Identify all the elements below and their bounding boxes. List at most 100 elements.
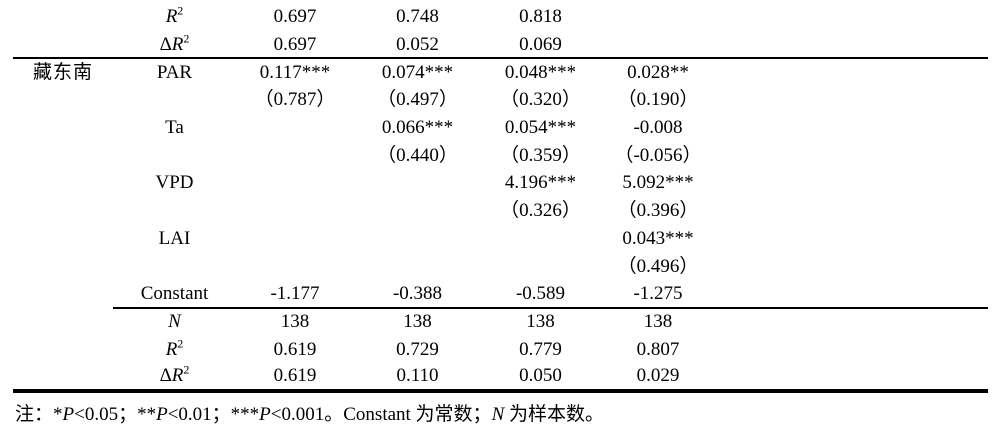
- cell-variable: VPD: [155, 172, 194, 194]
- cell-variable: [113, 141, 236, 169]
- cell-value: 0.028**: [600, 57, 716, 87]
- variable-prefix: Δ: [159, 33, 172, 55]
- cell-variable: ΔR2: [113, 362, 236, 393]
- cell-value: 5.092***: [622, 172, 694, 194]
- cell-value: 0.619: [236, 362, 354, 393]
- cell-value: [600, 3, 716, 31]
- table-row: N 138 138 138 138: [13, 306, 988, 336]
- cell-region-group: [13, 280, 113, 308]
- cell-value: [354, 252, 481, 280]
- table-footnote: 注：*P<0.05；**P<0.01；***P<0.001。Constant 为…: [15, 402, 604, 428]
- cell-region-group: [13, 114, 113, 142]
- cell-value: 4.196***: [504, 172, 577, 194]
- cell-value: 0.029: [600, 362, 716, 393]
- cell-value: [236, 169, 354, 197]
- cell-variable: [113, 86, 236, 114]
- cell-spacer: [716, 3, 988, 31]
- cell-region-group: [13, 308, 113, 336]
- cell-value: （0.190）: [617, 89, 699, 111]
- cell-value: （0.497）: [377, 89, 458, 111]
- note-stat-symbol: P: [156, 404, 168, 425]
- table-row: R2 0.619 0.729 0.779 0.807: [13, 335, 988, 363]
- cell-region-group: 藏东南: [13, 57, 113, 87]
- cell-value: [354, 197, 481, 225]
- table-row: 藏东南 PAR 0.117*** 0.074*** 0.048*** 0.028**: [13, 57, 988, 87]
- cell-value: （0.326）: [500, 200, 581, 222]
- cell-spacer: [716, 57, 988, 87]
- table-row: （0.496）: [13, 252, 988, 280]
- cell-value: [354, 225, 481, 253]
- cell-region-group: [13, 335, 113, 363]
- cell-value: 0.697: [273, 6, 317, 28]
- cell-value: 0.818: [519, 6, 562, 28]
- cell-value: [481, 252, 600, 280]
- variable-symbol: N: [168, 311, 181, 333]
- cell-value: 0.048***: [481, 57, 600, 87]
- table-row: VPD 4.196*** 5.092***: [13, 169, 988, 197]
- variable-superscript: 2: [183, 31, 190, 46]
- cell-value: 138: [236, 306, 354, 336]
- variable-symbol: R: [171, 365, 184, 387]
- note-stat-symbol: P: [62, 404, 75, 425]
- cell-value: 0.054***: [504, 117, 577, 139]
- cell-variable: Constant: [140, 282, 209, 304]
- cell-value: 0.043***: [622, 227, 694, 249]
- cell-spacer: [716, 141, 988, 169]
- cell-region-group: [13, 141, 113, 169]
- cell-region-group: [13, 362, 113, 393]
- table-row: LAI 0.043***: [13, 225, 988, 253]
- cell-value: （0.396）: [617, 200, 699, 222]
- cell-region-group: [13, 3, 113, 31]
- cell-value: 0.117***: [236, 57, 354, 87]
- cell-value: 138: [481, 306, 600, 336]
- cell-value: [236, 114, 354, 142]
- cell-value: 138: [600, 306, 716, 336]
- cell-region-group: [13, 31, 113, 59]
- variable-symbol: R: [165, 6, 178, 28]
- cell-spacer: [716, 86, 988, 114]
- table-row: ΔR2 0.619 0.110 0.050 0.029: [13, 362, 988, 393]
- cell-variable: R2: [113, 3, 236, 31]
- cell-region-group: [13, 225, 113, 253]
- cell-value: 0.619: [273, 338, 317, 360]
- cell-variable: LAI: [158, 227, 191, 249]
- note-stat-symbol: P: [259, 404, 271, 425]
- cell-region-group: [13, 86, 113, 114]
- table-row: R2 0.697 0.748 0.818: [13, 3, 988, 31]
- variable-symbol: R: [171, 33, 184, 55]
- regression-table-body: R2 0.697 0.748 0.818 ΔR2 0.697 0.052 0.069 藏东南 PA…: [13, 3, 988, 393]
- note-text: <0.001。Constant 为常数；: [270, 404, 492, 425]
- note-text: <0.05；**: [74, 404, 157, 425]
- cell-spacer: [716, 225, 988, 253]
- cell-value: 0.052: [396, 33, 439, 55]
- cell-value: 0.779: [519, 338, 562, 360]
- cell-value: [600, 31, 716, 59]
- variable-prefix: Δ: [159, 365, 172, 387]
- cell-spacer: [716, 31, 988, 59]
- cell-variable: ΔR2: [113, 31, 236, 59]
- cell-value: 0.074***: [354, 57, 481, 87]
- cell-value: （0.787）: [254, 89, 336, 111]
- cell-value: -0.008: [633, 117, 683, 139]
- cell-spacer: [716, 280, 988, 308]
- cell-value: 0.748: [396, 6, 439, 28]
- cell-value: 0.697: [273, 33, 317, 55]
- cell-value: 0.069: [519, 33, 562, 55]
- cell-variable: Ta: [165, 117, 184, 139]
- cell-value: （0.320）: [500, 89, 581, 111]
- cell-value: （0.440）: [377, 144, 458, 166]
- table-row: Ta 0.066*** 0.054*** -0.008: [13, 114, 988, 142]
- table-row: ΔR2 0.697 0.052 0.069: [13, 31, 988, 59]
- cell-value: 0.050: [481, 362, 600, 393]
- table-row: （0.326） （0.396）: [13, 197, 988, 225]
- table-row: （0.440） （0.359） （-0.056）: [13, 141, 988, 169]
- cell-region-group: [13, 252, 113, 280]
- cell-value: （-0.056）: [614, 144, 702, 166]
- cell-value: （0.359）: [500, 144, 581, 166]
- cell-spacer: [716, 169, 988, 197]
- cell-value: [236, 252, 354, 280]
- cell-value: [236, 197, 354, 225]
- variable-symbol: R: [165, 338, 178, 360]
- cell-variable: [113, 197, 236, 225]
